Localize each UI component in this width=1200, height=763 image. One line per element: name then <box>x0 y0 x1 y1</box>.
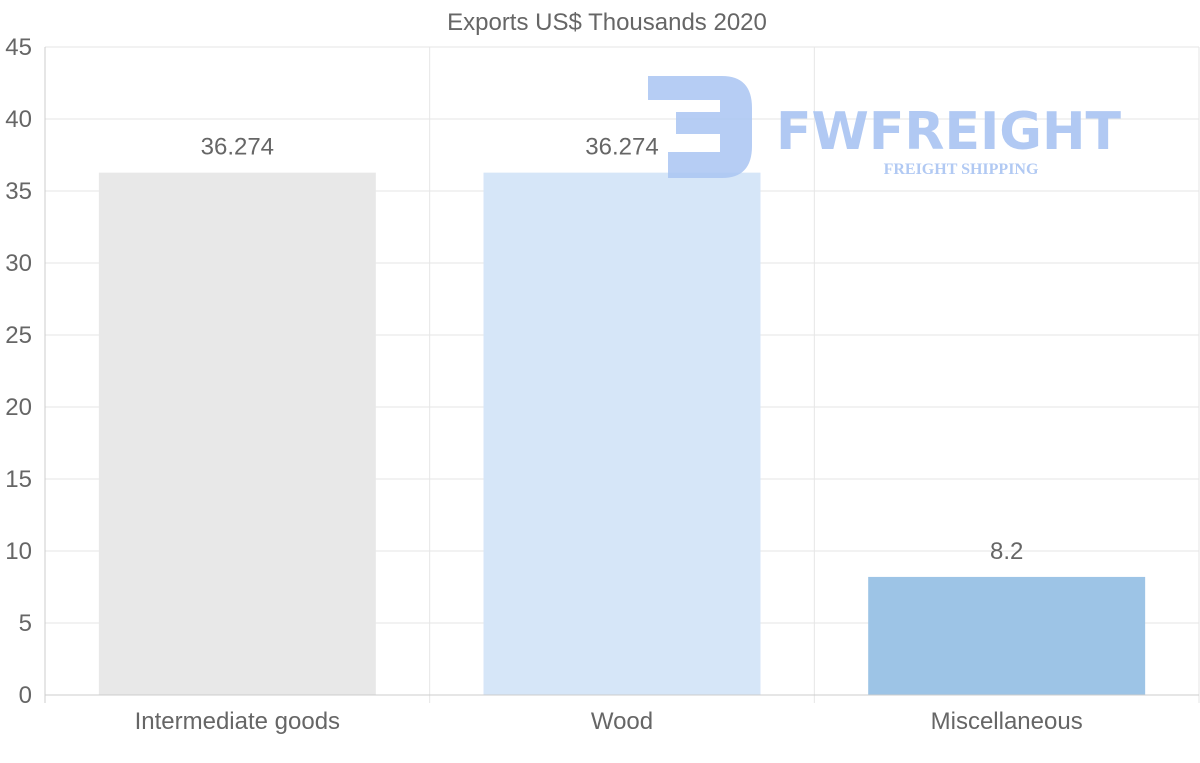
watermark-brand: FWFREIGHT <box>776 102 1122 162</box>
chart-title: Exports US$ Thousands 2020 <box>447 9 767 36</box>
y-tick-label: 20 <box>5 394 32 421</box>
x-axis-ticks: Intermediate goods Wood Miscellaneous <box>135 708 1083 735</box>
y-tick-label: 45 <box>5 34 32 61</box>
data-label: 36.274 <box>585 134 658 161</box>
bar <box>98 172 376 695</box>
y-axis-ticks: 0 5 10 15 20 25 30 35 40 45 <box>5 34 32 709</box>
watermark-logo-icon <box>648 76 752 178</box>
y-tick-label: 15 <box>5 466 32 493</box>
bar <box>483 172 761 695</box>
bar <box>868 576 1146 695</box>
y-tick-label: 35 <box>5 178 32 205</box>
x-tick-label: Wood <box>591 708 653 735</box>
x-tick-label: Miscellaneous <box>931 708 1083 735</box>
y-tick-label: 25 <box>5 322 32 349</box>
y-tick-label: 30 <box>5 250 32 277</box>
y-tick-label: 10 <box>5 538 32 565</box>
data-labels: 36.274 36.274 8.2 <box>201 134 1024 565</box>
watermark-tagline: FREIGHT SHIPPING <box>884 161 1039 178</box>
data-label: 8.2 <box>990 538 1023 565</box>
y-tick-label: 0 <box>19 682 32 709</box>
y-tick-label: 5 <box>19 610 32 637</box>
axes <box>44 47 1199 703</box>
y-tick-label: 40 <box>5 106 32 133</box>
x-tick-label: Intermediate goods <box>135 708 340 735</box>
watermark-logo: FWFREIGHT FREIGHT SHIPPING <box>648 76 1122 178</box>
data-label: 36.274 <box>201 134 274 161</box>
bars <box>98 172 1146 695</box>
